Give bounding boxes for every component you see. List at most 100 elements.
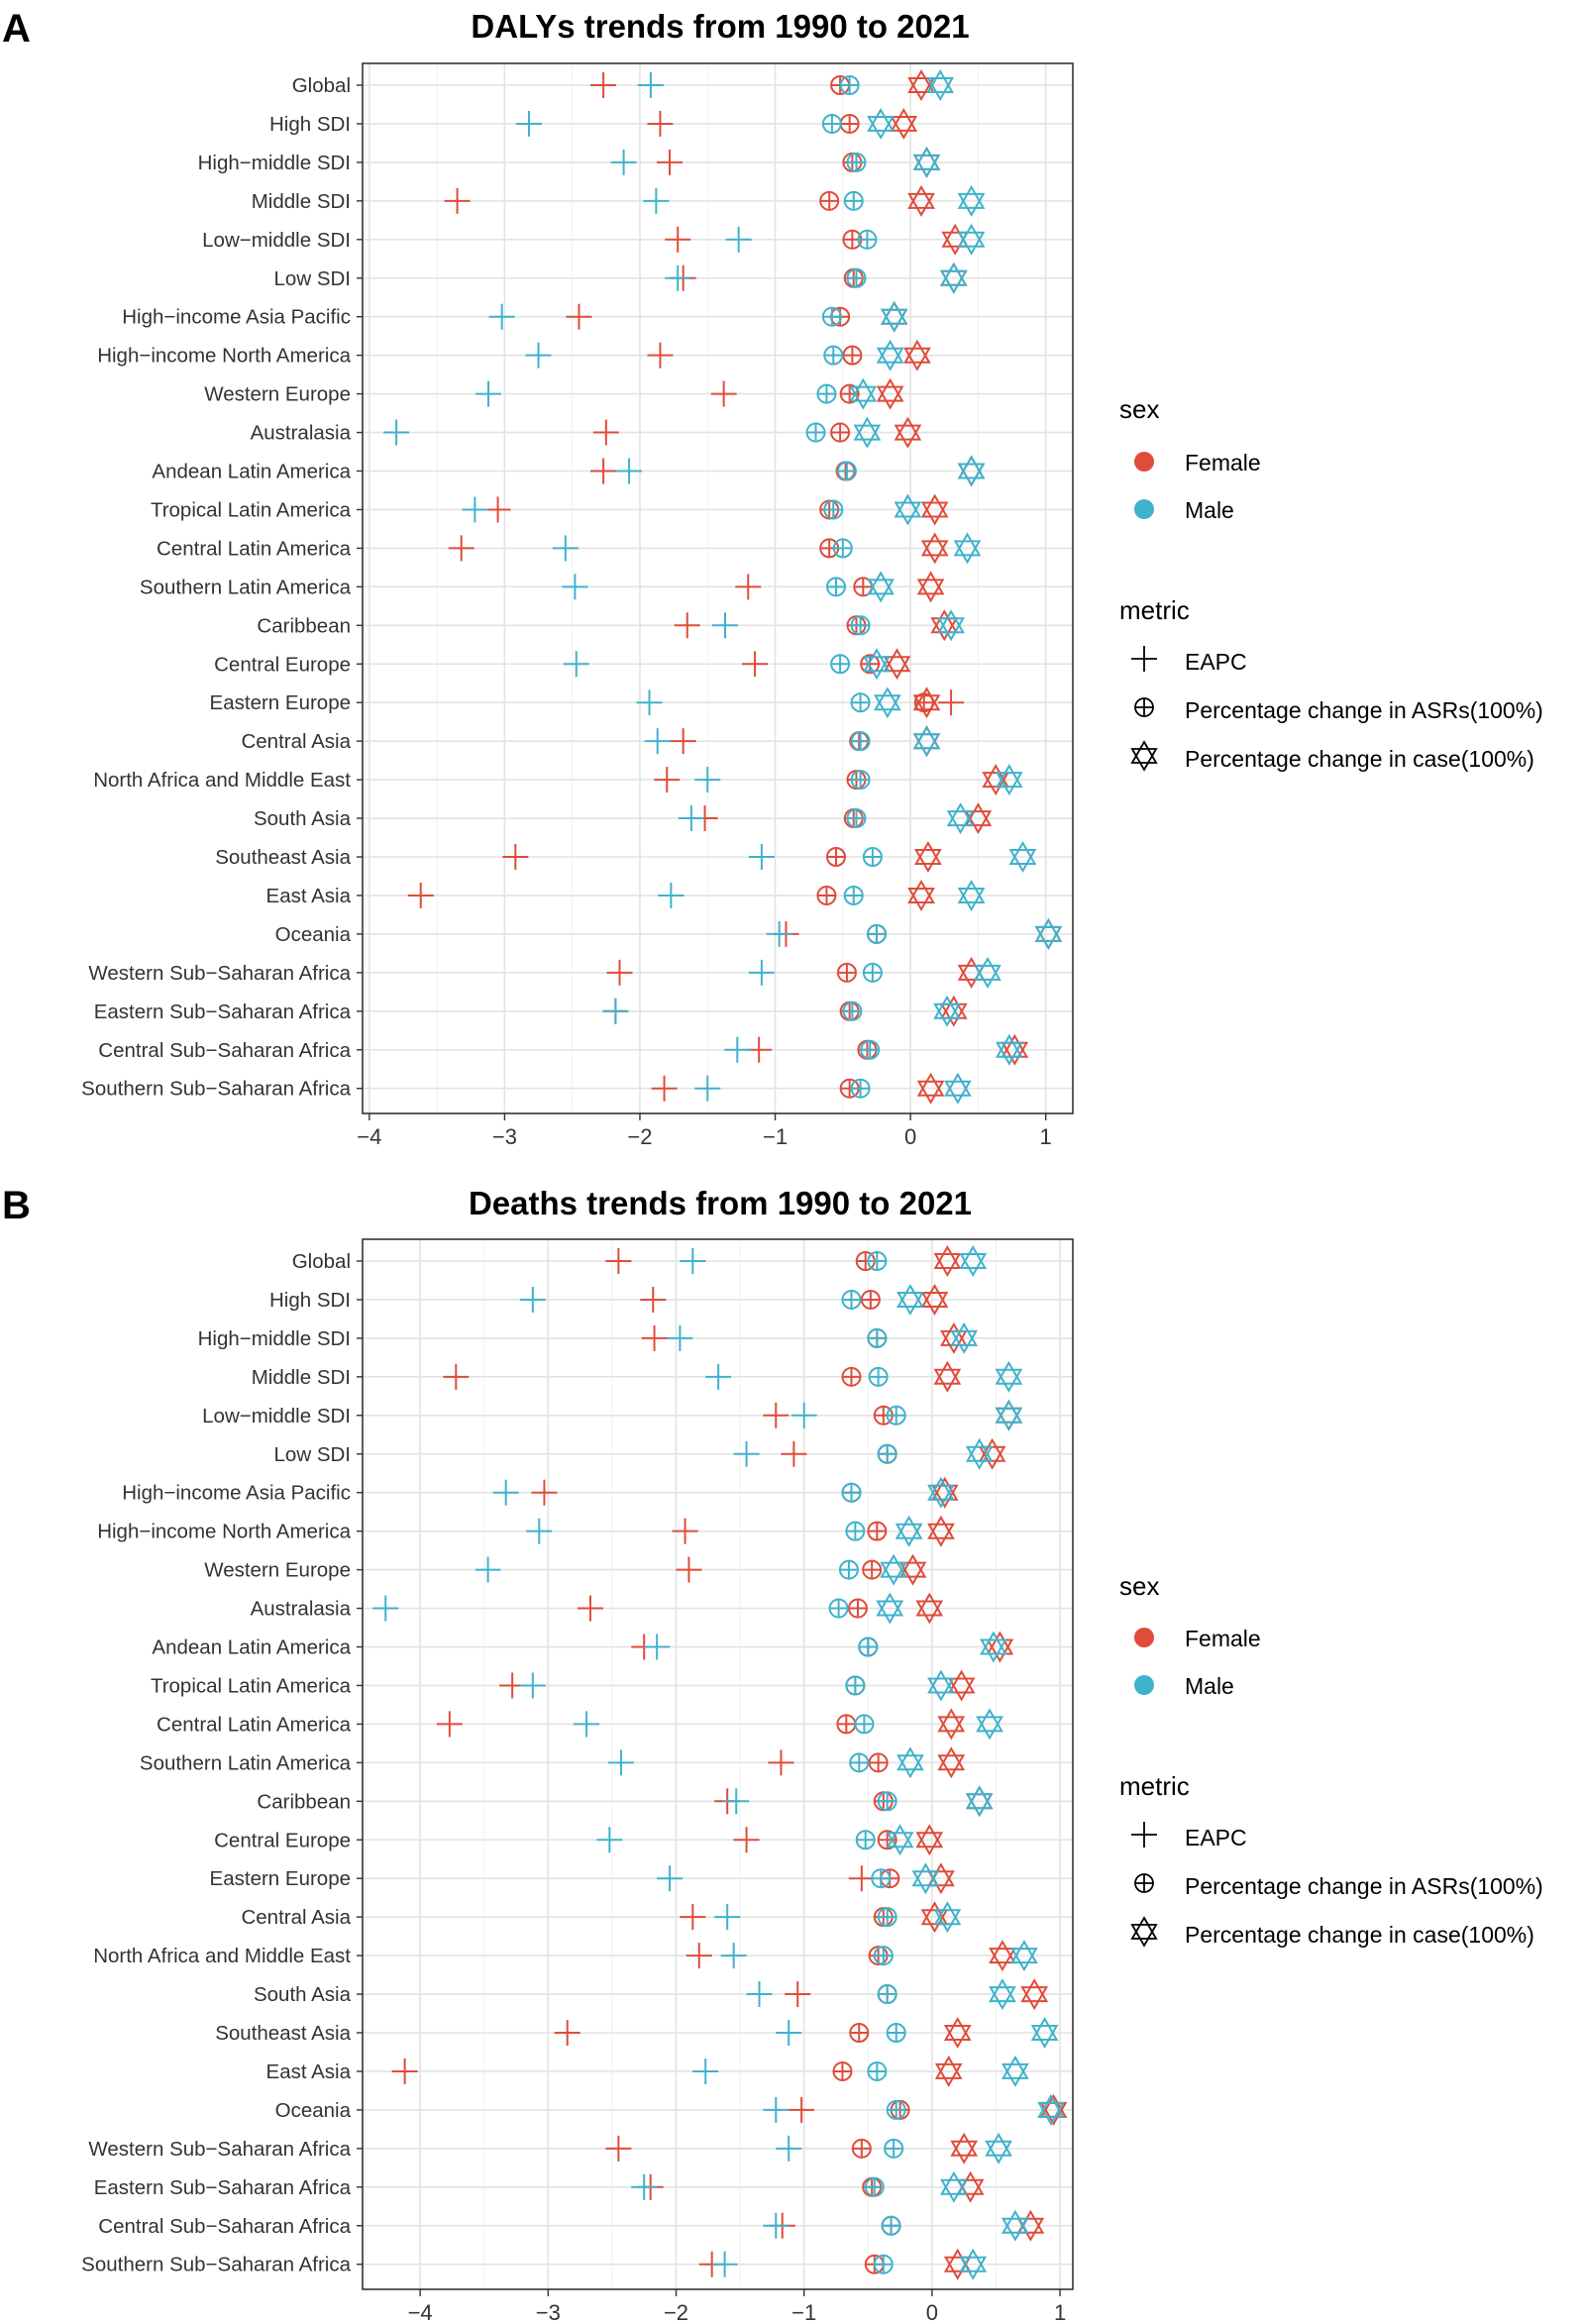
y-tick-label: Central Sub−Saharan Africa	[98, 1039, 351, 1062]
point-case-male	[867, 571, 895, 603]
point-eapc-male	[714, 1904, 741, 1931]
point-case-female	[1020, 1978, 1049, 2011]
point-case-male	[939, 262, 968, 294]
point-eapc-male	[596, 1827, 623, 1853]
point-eapc-female	[606, 959, 633, 986]
point-eapc-female	[592, 419, 619, 446]
data-points-dalys	[383, 69, 1063, 1105]
x-tick-label: −1	[791, 2300, 816, 2324]
point-eapc-female	[502, 844, 529, 870]
point-asr-male	[886, 2023, 906, 2043]
point-eapc-male	[680, 1248, 706, 1274]
legend-male-label: Male	[1185, 497, 1234, 523]
point-eapc-female	[665, 226, 691, 253]
point-eapc-male	[723, 1788, 750, 1815]
y-tick-label: Australasia	[251, 422, 352, 445]
point-eapc-female	[647, 342, 674, 369]
point-eapc-female	[443, 1363, 470, 1390]
point-case-female	[920, 493, 949, 526]
legend-male-swatch	[1134, 1675, 1154, 1695]
point-asr-female	[830, 422, 851, 443]
point-eapc-female	[448, 535, 474, 562]
point-eapc-female	[531, 1479, 558, 1506]
point-eapc-male	[462, 496, 488, 523]
point-asr-male	[867, 1251, 888, 1271]
point-eapc-male	[667, 1324, 693, 1351]
y-tick-label: Tropical Latin America	[151, 1674, 352, 1697]
y-tick-label: Global	[292, 74, 351, 97]
x-axis-deaths: −4 −3 −2 −1 0 1	[408, 2289, 1066, 2324]
point-asr-male	[857, 229, 878, 250]
point-asr-male	[826, 577, 846, 597]
point-case-male	[896, 1284, 924, 1316]
plus-icon	[1131, 646, 1157, 672]
point-case-female	[907, 880, 935, 911]
point-asr-male	[854, 1714, 875, 1735]
point-eapc-female	[710, 380, 737, 407]
point-eapc-male	[610, 149, 637, 175]
point-case-male	[974, 956, 1001, 989]
y-tick-label: Oceania	[275, 2099, 352, 2122]
point-eapc-male	[636, 689, 663, 716]
point-asr-female	[849, 2023, 870, 2043]
point-eapc-male	[766, 920, 792, 947]
point-case-male	[957, 880, 986, 911]
point-eapc-male	[725, 226, 752, 253]
legend-female-label: Female	[1185, 1626, 1261, 1651]
point-asr-male	[873, 1946, 894, 1966]
y-tick-label: Low−middle SDI	[202, 1405, 351, 1427]
point-asr-male	[839, 75, 860, 95]
y-tick-label: North Africa and Middle East	[93, 1945, 351, 1967]
point-case-male	[853, 416, 882, 449]
point-asr-male	[884, 2138, 904, 2159]
y-tick-label: High SDI	[269, 113, 351, 136]
point-case-male	[863, 648, 891, 681]
point-eapc-female	[654, 767, 681, 793]
point-case-male	[980, 1631, 1007, 1663]
y-tick-label: High SDI	[269, 1289, 351, 1312]
point-case-male	[1037, 2093, 1065, 2126]
point-eapc-female	[391, 2058, 418, 2084]
point-case-female	[933, 1244, 962, 1278]
point-asr-male	[850, 615, 871, 636]
point-case-male	[957, 184, 986, 217]
point-eapc-female	[781, 1440, 807, 1467]
y-tick-label: Tropical Latin America	[151, 498, 352, 521]
point-asr-male	[850, 1078, 871, 1099]
point-case-male	[959, 2248, 988, 2280]
point-eapc-male	[552, 535, 579, 562]
point-asr-female	[839, 383, 860, 404]
point-eapc-male	[748, 844, 775, 870]
point-asr-male	[866, 923, 887, 944]
point-case-male	[950, 1321, 979, 1354]
y-tick-label: High−income North America	[97, 345, 351, 368]
point-asr-female	[832, 2060, 853, 2081]
point-case-male	[927, 1476, 955, 1509]
plot-border-dalys	[362, 62, 1074, 1114]
y-tick-label: Australasia	[251, 1598, 352, 1621]
point-eapc-female	[763, 1402, 790, 1428]
point-asr-male	[860, 1039, 881, 1060]
x-tick-label: 1	[1054, 2300, 1066, 2324]
point-eapc-male	[602, 998, 629, 1024]
point-eapc-male	[733, 1440, 760, 1467]
point-case-female	[912, 687, 941, 719]
y-tick-label: Middle SDI	[252, 190, 351, 213]
point-case-female	[947, 1669, 976, 1702]
point-eapc-male	[705, 1363, 732, 1390]
point-asr-male	[862, 962, 883, 983]
point-asr-female	[826, 847, 846, 867]
y-tick-label: Eastern Sub−Saharan Africa	[94, 1001, 352, 1023]
y-axis-labels-deaths: Global High SDI High−middle SDI Middle SDI L…	[81, 1250, 363, 2276]
point-eapc-male	[631, 2173, 658, 2200]
y-tick-label: Eastern Sub−Saharan Africa	[94, 2176, 352, 2199]
point-case-female	[927, 1515, 955, 1547]
point-eapc-female	[590, 458, 617, 484]
plot-border-deaths	[362, 1238, 1074, 2290]
point-case-female	[937, 1708, 966, 1741]
legend-dalys: sex Female Male metric EAPC Percentage c…	[1119, 394, 1543, 772]
point-case-male	[965, 1785, 994, 1818]
point-asr-male	[828, 1598, 849, 1619]
point-eapc-male	[574, 1711, 600, 1738]
